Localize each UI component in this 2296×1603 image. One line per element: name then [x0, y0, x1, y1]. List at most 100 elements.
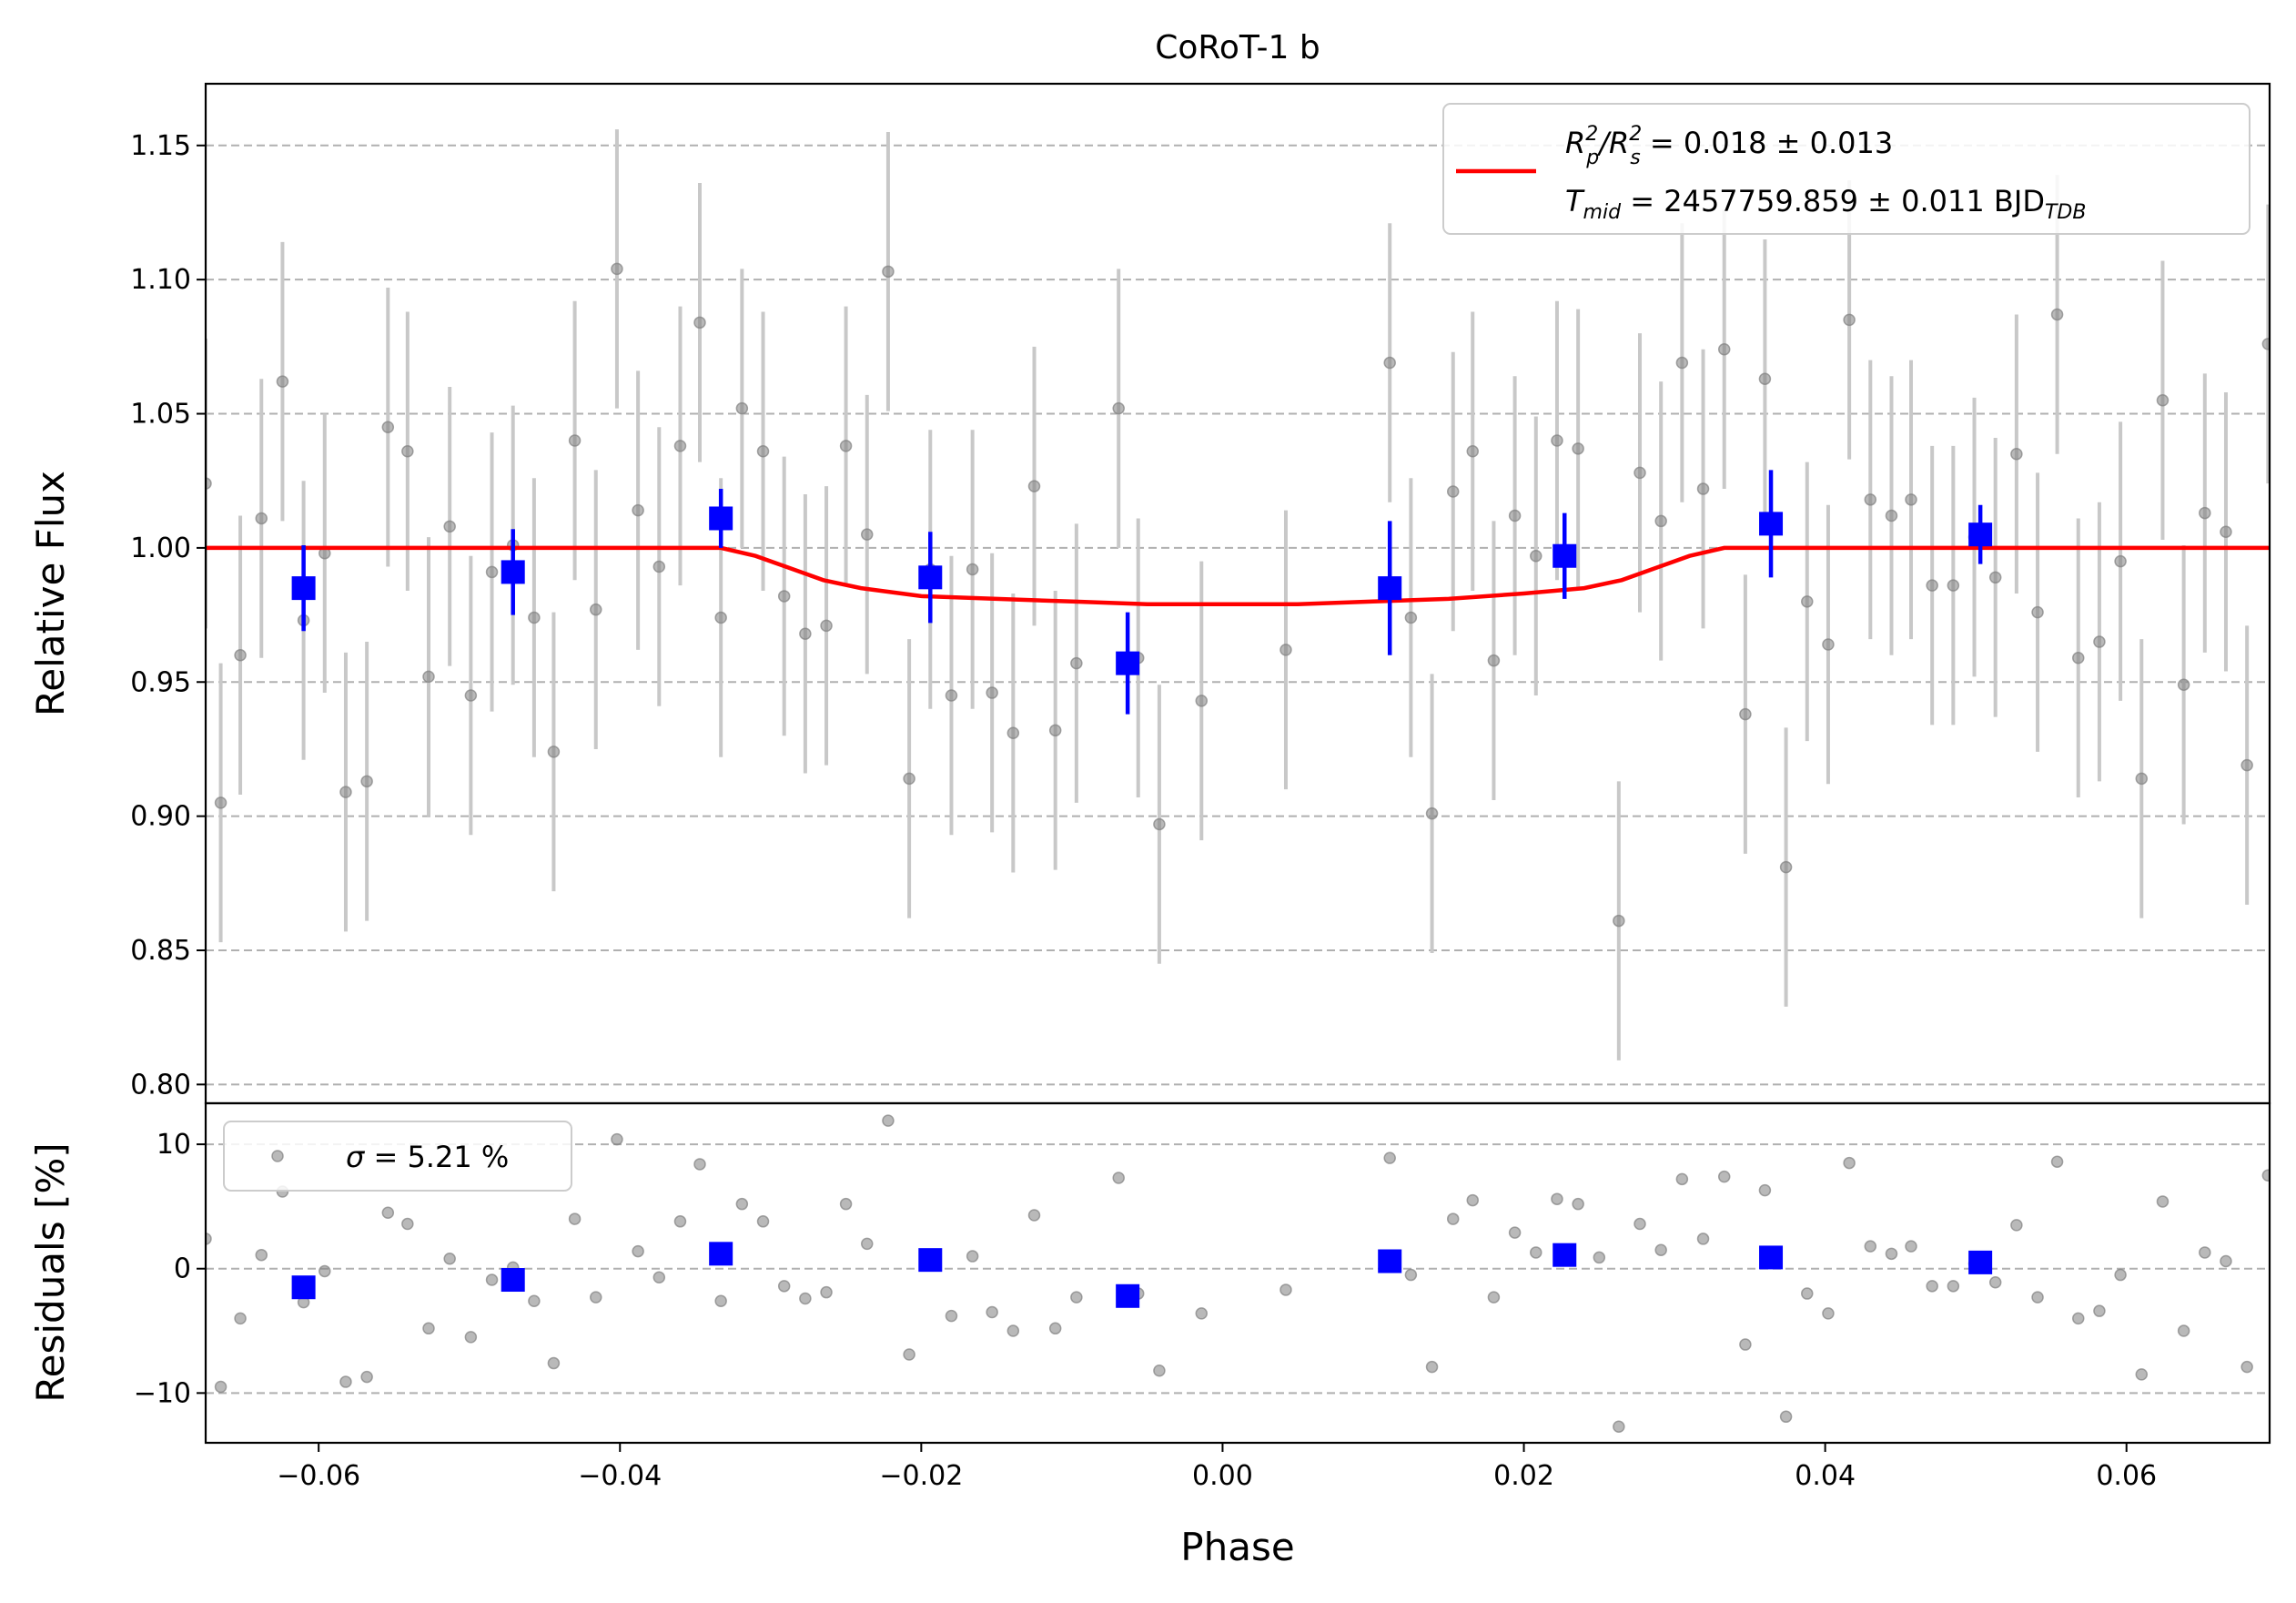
residuals-raw-point — [2031, 1291, 2044, 1304]
residuals-raw-point — [1404, 1268, 1418, 1282]
residuals-raw-point — [2050, 1155, 2064, 1168]
residuals-raw-point — [882, 1114, 895, 1127]
residuals-raw-point — [1864, 1240, 1877, 1253]
residuals-raw-point — [1006, 1324, 1020, 1337]
residuals-binned-point — [1116, 1283, 1140, 1308]
flux-raw-point — [1404, 611, 1418, 624]
flux-raw-points — [206, 129, 2270, 1060]
residuals-panel: −10 0 10 −0.06 −0.04 −0.02 0.00 0.02 0.04 0.06 R… — [28, 1101, 2271, 1569]
residuals-binned-point — [1759, 1245, 1784, 1270]
x-tick-label: 0.00 — [1192, 1460, 1253, 1492]
flux-legend-depth-label: R2 p/R2 s = 0.018 ± 0.013 — [1565, 123, 1893, 169]
residuals-raw-point — [1508, 1226, 1522, 1239]
residuals-raw-point — [756, 1215, 770, 1228]
residuals-raw-point — [966, 1250, 979, 1263]
flux-raw-point — [756, 445, 770, 458]
flux-raw-point — [422, 670, 435, 684]
residuals-raw-point — [2072, 1312, 2085, 1325]
flux-raw-point — [206, 477, 212, 490]
flux-raw-point — [214, 796, 228, 809]
flux-binned-point — [501, 560, 525, 584]
flux-raw-point — [1006, 726, 1020, 740]
residuals-raw-point — [1466, 1193, 1480, 1207]
residuals-raw-point — [735, 1197, 749, 1211]
flux-raw-point — [820, 619, 833, 633]
residuals-raw-point — [214, 1380, 228, 1394]
residuals-raw-point — [528, 1294, 541, 1307]
residuals-raw-point — [1843, 1156, 1856, 1170]
flux-raw-point — [945, 689, 958, 702]
residuals-raw-point — [2199, 1246, 2211, 1259]
flux-raw-point — [2240, 758, 2253, 772]
flux-raw-point — [2156, 394, 2170, 407]
flux-raw-point — [986, 686, 998, 699]
flux-raw-point — [1739, 707, 1752, 721]
residuals-raw-point — [1153, 1365, 1166, 1377]
flux-raw-point — [1905, 493, 1917, 506]
residuals-raw-point — [1885, 1247, 1898, 1261]
residuals-raw-point — [1696, 1233, 1710, 1245]
flux-raw-point — [839, 440, 853, 452]
residuals-raw-point — [568, 1212, 582, 1225]
residuals-raw-point — [2093, 1304, 2106, 1317]
residuals-raw-point — [2261, 1169, 2270, 1182]
flux-y-tick-label: 0.85 — [130, 935, 191, 967]
flux-raw-point — [1153, 817, 1166, 831]
residuals-y-tick-label: 0 — [174, 1253, 191, 1285]
residuals-raw-point — [1551, 1192, 1563, 1205]
flux-raw-point — [1654, 514, 1667, 528]
residuals-raw-point — [1572, 1197, 1584, 1211]
residuals-raw-point — [714, 1294, 727, 1307]
residuals-panel-frame — [204, 1101, 2271, 1445]
residuals-binned-point — [501, 1268, 525, 1293]
residuals-raw-point — [632, 1244, 644, 1258]
flux-binned-point — [709, 506, 733, 531]
residuals-binned-points — [291, 1242, 1993, 1308]
flux-raw-point — [1383, 356, 1396, 370]
flux-raw-point — [1822, 638, 1835, 651]
residuals-raw-point — [360, 1370, 373, 1384]
residuals-y-tick-label: −10 — [134, 1377, 191, 1409]
flux-y-tick-label: 1.00 — [130, 533, 191, 564]
flux-raw-point — [1988, 571, 2002, 584]
residuals-raw-point — [799, 1292, 812, 1305]
residuals-raw-point — [903, 1348, 915, 1361]
x-tick-label: 0.02 — [1493, 1460, 1554, 1492]
flux-raw-point — [590, 603, 602, 616]
flux-raw-point — [966, 563, 979, 576]
flux-raw-point — [1551, 434, 1563, 447]
flux-raw-point — [2031, 605, 2044, 619]
flux-raw-point — [882, 265, 895, 279]
x-axis-label: Phase — [1180, 1525, 1294, 1569]
residuals-binned-point — [918, 1248, 943, 1273]
residuals-raw-point — [945, 1309, 958, 1323]
residuals-raw-point — [1195, 1307, 1209, 1320]
residuals-raw-point — [820, 1285, 833, 1299]
x-tick-label: −0.02 — [879, 1460, 963, 1492]
flux-raw-point — [2093, 635, 2106, 648]
flux-raw-point — [2220, 525, 2232, 538]
flux-raw-point — [1885, 509, 1898, 522]
flux-raw-point — [1779, 860, 1793, 874]
flux-binned-point — [1968, 522, 1993, 547]
residuals-raw-point — [986, 1305, 998, 1319]
flux-raw-point — [1425, 807, 1439, 820]
flux-raw-point — [2177, 678, 2190, 691]
residuals-raw-point — [1926, 1280, 1938, 1293]
flux-y-tick-label: 0.80 — [130, 1069, 191, 1101]
residuals-raw-point — [339, 1375, 352, 1388]
flux-raw-point — [1717, 343, 1731, 356]
flux-raw-point — [547, 746, 561, 758]
residuals-raw-point — [401, 1217, 414, 1231]
residuals-raw-point — [2114, 1268, 2127, 1282]
residuals-legend-box — [223, 1121, 572, 1192]
flux-grid — [206, 144, 2270, 1086]
flux-binned-point — [1116, 651, 1140, 675]
residuals-raw-point — [206, 1233, 212, 1245]
residuals-raw-point — [2156, 1195, 2170, 1208]
residuals-raw-point — [422, 1322, 435, 1335]
residuals-raw-point — [381, 1206, 395, 1219]
flux-binned-point — [291, 576, 316, 601]
residuals-raw-point — [1947, 1280, 1960, 1293]
flux-legend: R2 p/R2 s = 0.018 ± 0.013 Tmid = 2457759.8… — [1442, 103, 2250, 235]
